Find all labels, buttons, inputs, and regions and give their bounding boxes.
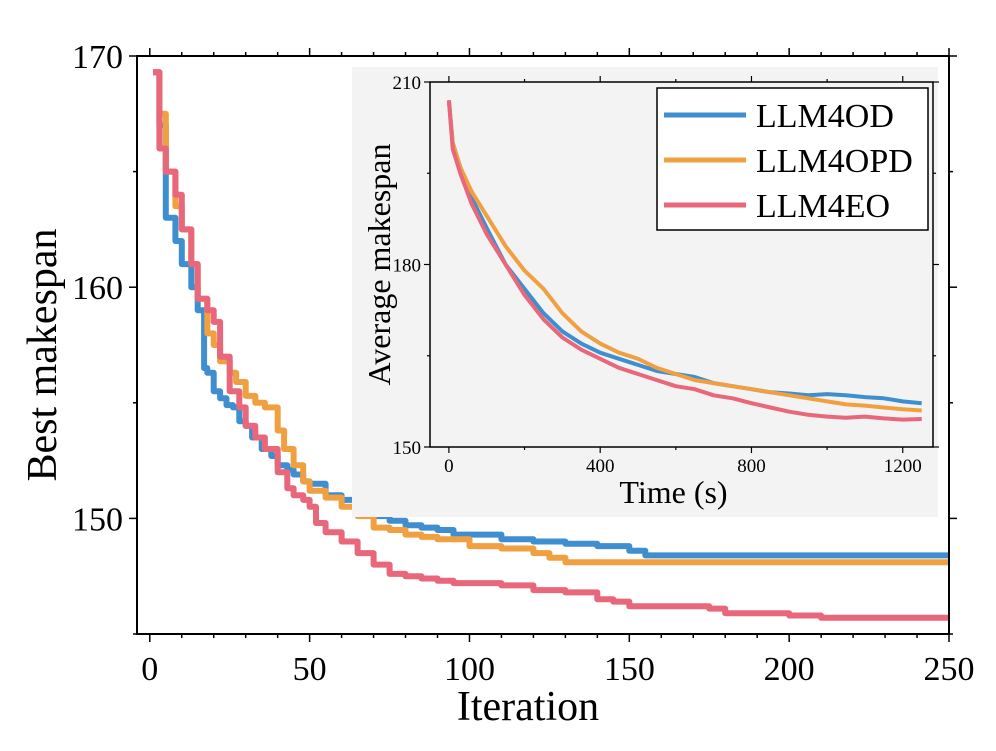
legend-label-LLM4OPD: LLM4OPD [756,143,913,180]
inset-x-tick-label: 0 [444,456,454,477]
main-y-tick-label: 160 [72,270,123,307]
inset-x-tick-label: 1200 [884,456,922,477]
main-plot: 0 50 100 150 200 250 150 160 170 Iteration Best ma… [20,39,975,730]
inset-x-tick-label: 400 [586,456,615,477]
inset-y-tick-label: 150 [393,438,422,459]
main-x-axis-label: Iteration [457,684,599,730]
inset-plot: 0 400 800 1200 150 180 210 Time (s) Average make… [352,67,939,517]
inset-x-tick-label: 800 [737,456,766,477]
main-x-tick-label: 0 [141,651,158,688]
main-x-tick-label: 250 [924,651,975,688]
main-y-tick-label: 150 [72,501,123,538]
inset-series-line-LLM4OPD [446,100,922,413]
main-x-tick-label: 50 [293,651,327,688]
inset-y-tick-label: 180 [393,256,422,277]
main-y-axis-label: Best makespan [20,228,66,481]
main-plot-frame [136,55,950,635]
main-y-tick-label: 170 [72,39,123,76]
legend: LLM4OD LLM4OPD LLM4EO [656,87,929,231]
inset-x-axis-label: Time (s) [619,474,727,510]
inset-series-line-LLM4EO [446,100,922,422]
main-series-line-LLM4EO [153,69,949,621]
legend-label-LLM4OD: LLM4OD [756,98,894,135]
main-x-tick-label: 150 [604,651,655,688]
inset-y-tick-label: 210 [393,73,422,94]
legend-label-LLM4EO: LLM4EO [756,188,890,225]
main-series-line-LLM4OD [153,69,949,559]
main-x-tick-label: 200 [764,651,815,688]
inset-y-axis-label: Average makespan [361,144,397,386]
main-x-tick-label: 100 [444,651,495,688]
